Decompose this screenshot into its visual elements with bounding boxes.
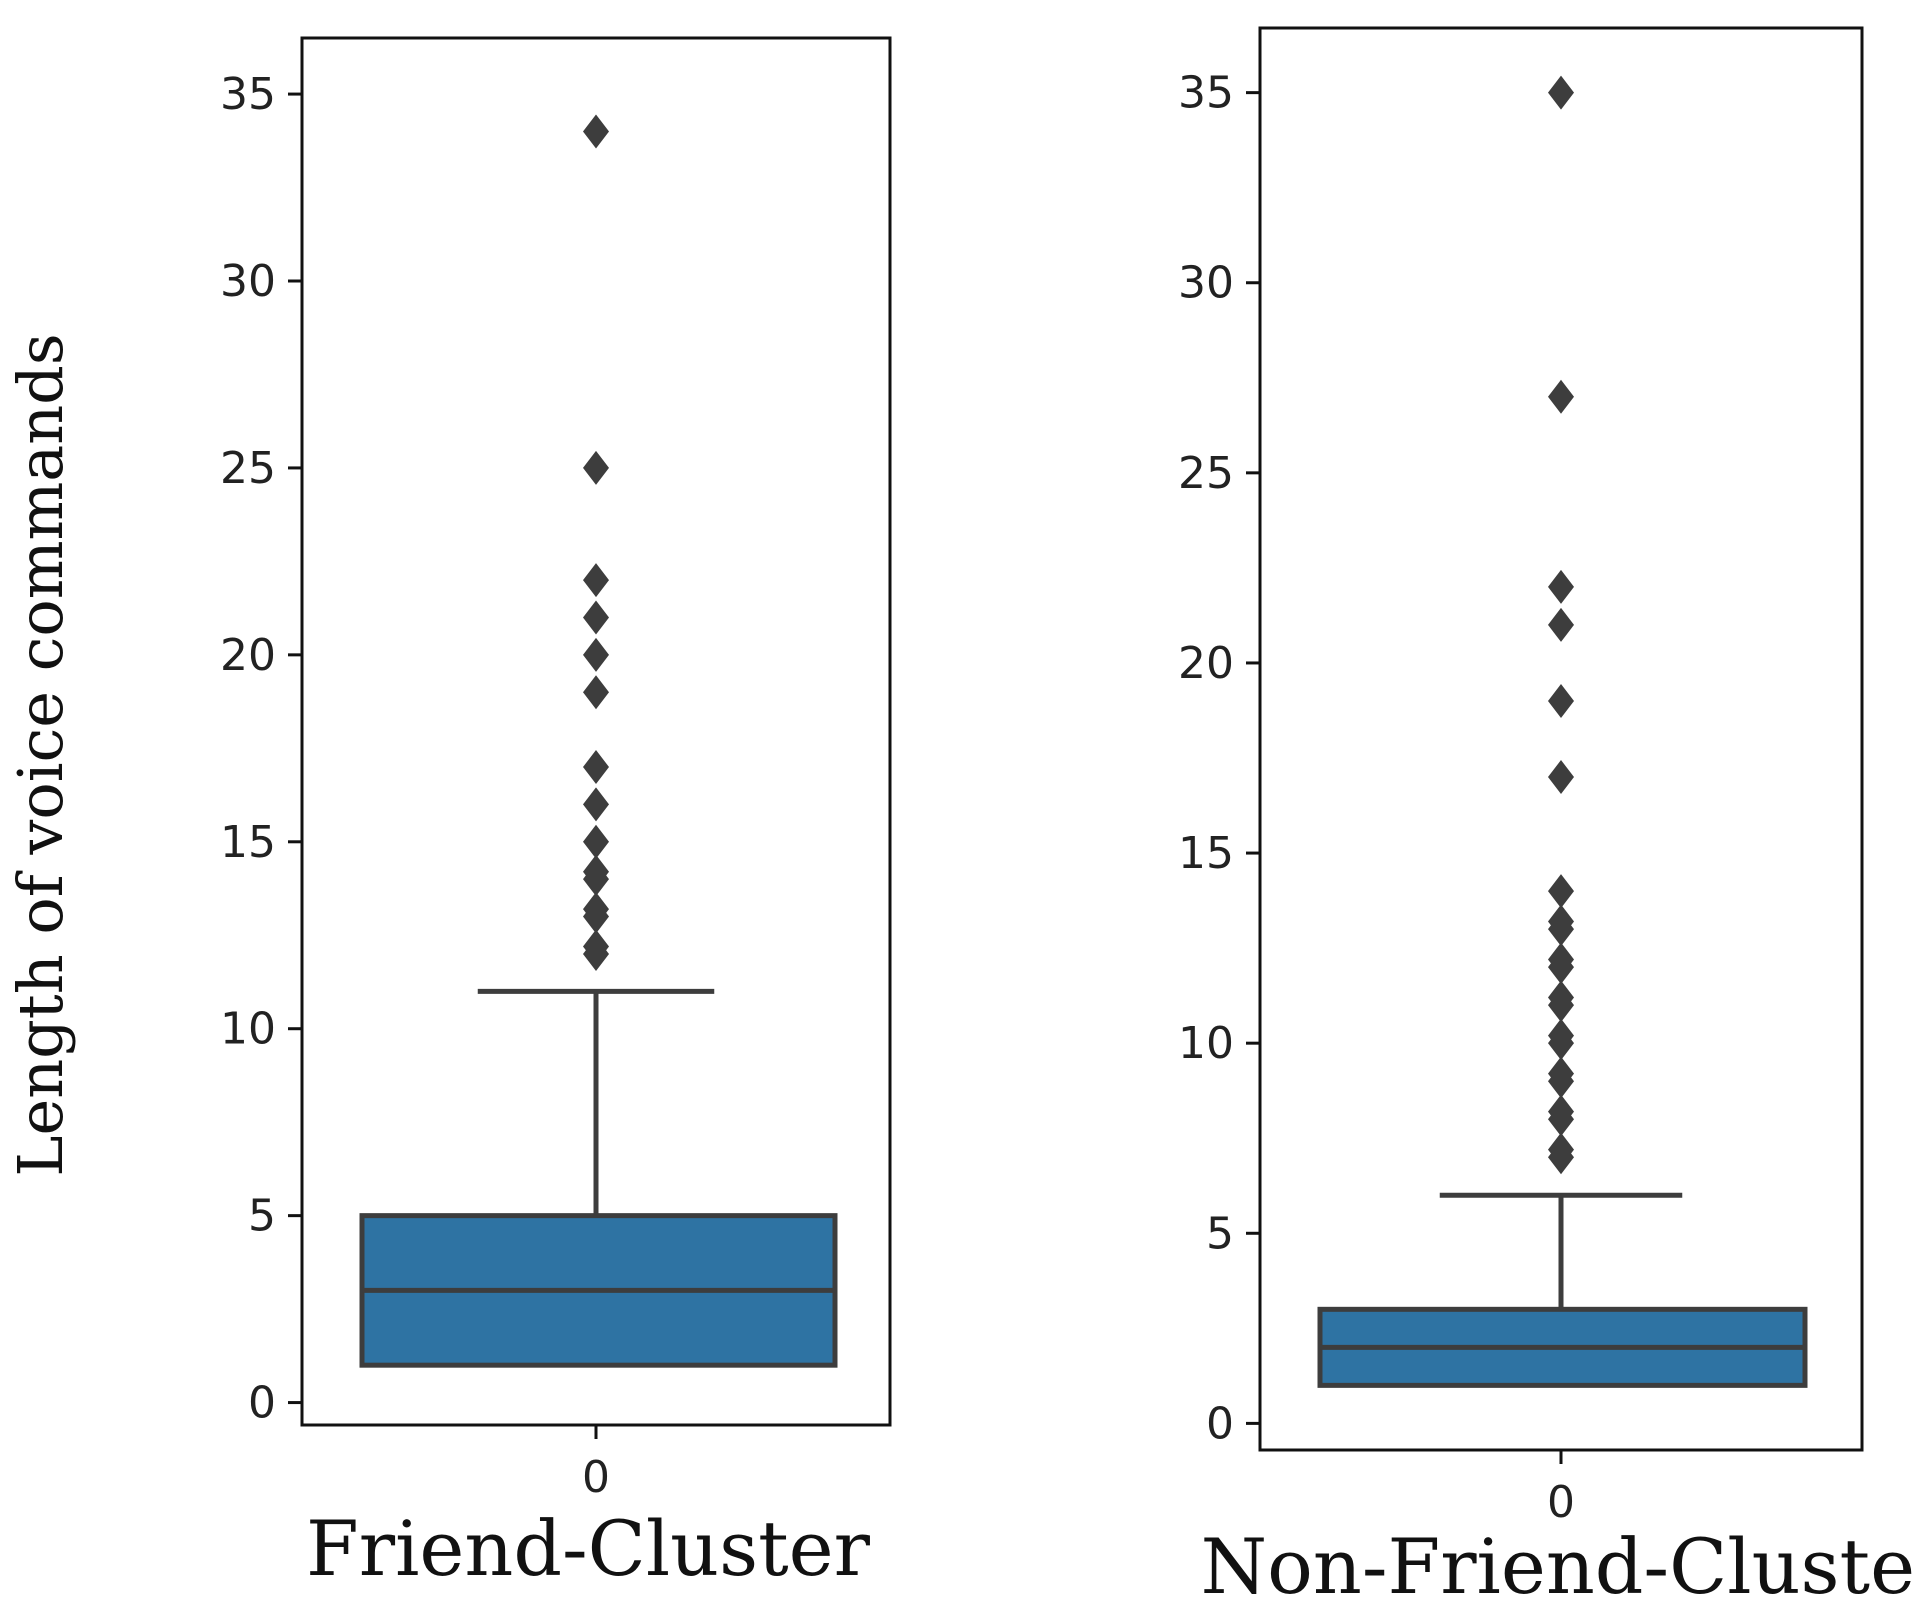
outlier-point [1548, 1056, 1574, 1091]
y-axis-label: Length of voice commands [4, 333, 77, 1176]
y-tick-label: 30 [1178, 258, 1234, 309]
outlier-point [1548, 942, 1574, 977]
outlier-point [1548, 904, 1574, 939]
outlier-point [1548, 1018, 1574, 1053]
outlier-point [1548, 569, 1574, 604]
outlier-point [583, 854, 609, 889]
outlier-point [583, 929, 609, 964]
y-tick-label: 30 [220, 256, 276, 307]
outlier-point [583, 787, 609, 822]
outlier-point [1548, 980, 1574, 1015]
outlier-point [1548, 1094, 1574, 1129]
outlier-point [1548, 379, 1574, 414]
outlier-point [1548, 607, 1574, 642]
y-tick-label: 20 [1178, 638, 1234, 689]
chart-friend-cluster: Friend-Cluster 0 5 10 15 20 25 30 35 0 [220, 36, 892, 1593]
outlier-point [1548, 760, 1574, 795]
x-tick-label: 0 [582, 1452, 610, 1503]
outlier-point [583, 892, 609, 927]
y-tick-label: 5 [248, 1191, 276, 1242]
outlier-point [583, 637, 609, 672]
outlier-point [1548, 1132, 1574, 1167]
chart-non-friend-cluster: Non-Friend-Cluster 0 5 10 15 20 25 30 35 0 [1178, 26, 1915, 1611]
y-tick-label: 35 [1178, 68, 1234, 119]
y-tick-label: 0 [1206, 1398, 1234, 1449]
y-tick-label: 15 [1178, 828, 1234, 879]
outlier-point [583, 450, 609, 485]
y-tick-label: 25 [1178, 448, 1234, 499]
y-tick-label: 20 [220, 630, 276, 681]
x-axis-label-friend-cluster: Friend-Cluster [306, 1504, 871, 1593]
outlier-point [1548, 75, 1574, 110]
outlier-point [583, 114, 609, 149]
outlier-point [1548, 683, 1574, 718]
outlier-point [1548, 874, 1574, 909]
outlier-point [583, 750, 609, 785]
y-tick-label: 10 [220, 1004, 276, 1055]
y-tick-label: 0 [248, 1378, 276, 1429]
outlier-point [583, 824, 609, 859]
y-tick-label: 15 [220, 817, 276, 868]
outlier-point [583, 563, 609, 598]
outlier-point [583, 675, 609, 710]
outlier-point [583, 600, 609, 635]
y-tick-label: 5 [1206, 1208, 1234, 1259]
x-tick-label: 0 [1547, 1477, 1575, 1528]
x-axis-label-non-friend-cluster: Non-Friend-Cluster [1201, 1522, 1915, 1611]
y-tick-label: 10 [1178, 1018, 1234, 1069]
y-tick-label: 35 [220, 69, 276, 120]
y-tick-label: 25 [220, 443, 276, 494]
